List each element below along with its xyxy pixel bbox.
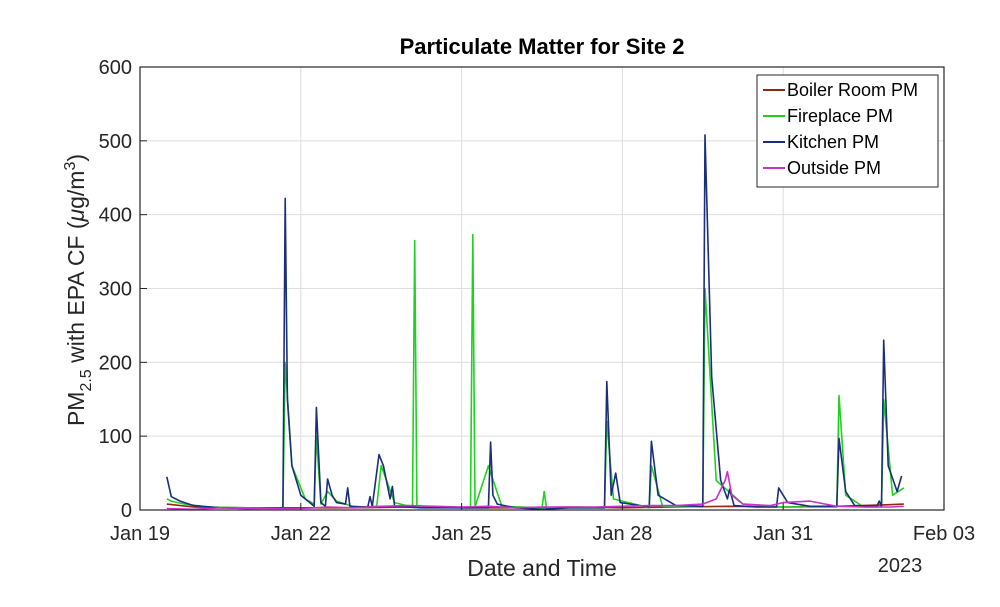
x-tick-label: Jan 22 [271, 523, 331, 545]
y-label-unit: g/m [63, 171, 89, 209]
y-label-close: ) [63, 154, 89, 162]
series-line-fireplace-pm [166, 233, 905, 509]
x-tick-label: Jan 28 [592, 523, 652, 545]
y-axis-label: PM2.5 with EPA CF (μg/m3) [62, 154, 95, 426]
y-tick-label: 300 [99, 279, 132, 301]
x-axis-year-label: 2023 [878, 555, 923, 577]
y-label-pm: PM [63, 392, 89, 427]
chart-title: Particulate Matter for Site 2 [400, 34, 685, 59]
series-line-outside-pm [166, 470, 904, 511]
x-tick-label: Jan 19 [110, 523, 170, 545]
y-tick-label: 200 [99, 352, 132, 374]
axis-ticks: 0 100 200 300 400 500 600 Jan 19 Jan 22 Jan 25 Jan… [99, 57, 976, 545]
x-axis-label: Date and Time [467, 555, 617, 581]
y-tick-label: 600 [99, 57, 132, 79]
y-tick-label: 100 [99, 426, 132, 448]
x-tick-label: Jan 25 [432, 523, 492, 545]
y-label-superscript: 3 [62, 162, 79, 171]
legend-entry: Outside PM [787, 158, 881, 178]
legend: Boiler Room PM Fireplace PM Kitchen PM Outs… [756, 74, 939, 188]
y-tick-label: 0 [121, 500, 132, 522]
series-lines [166, 134, 905, 511]
y-label-text: with EPA CF ( [63, 221, 89, 369]
y-tick-label: 500 [99, 131, 132, 153]
x-tick-label: Feb 03 [913, 523, 975, 545]
y-label-subscript: 2.5 [78, 369, 95, 391]
y-tick-label: 400 [99, 205, 132, 227]
x-tick-label: Jan 31 [753, 523, 813, 545]
y-label-mu: μ [63, 208, 89, 222]
legend-entry: Kitchen PM [787, 132, 879, 152]
legend-entry: Fireplace PM [787, 106, 893, 126]
legend-entry: Boiler Room PM [787, 80, 918, 100]
legend-box [756, 74, 939, 188]
